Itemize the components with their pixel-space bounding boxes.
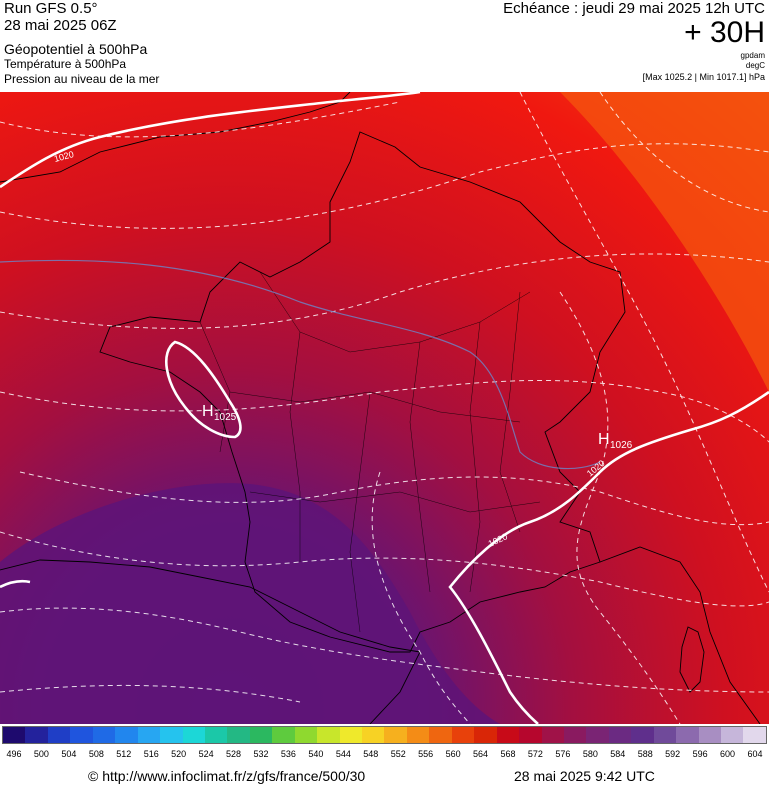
color-scale-swatch — [384, 727, 407, 743]
color-scale-label: 532 — [253, 749, 269, 759]
color-scale-swatch — [182, 727, 205, 743]
color-scale-label: 588 — [637, 749, 653, 759]
color-scale-label: 500 — [33, 749, 49, 759]
geopotential-purple-zone — [0, 483, 500, 724]
color-scale-label: 564 — [473, 749, 489, 759]
color-scale-swatch — [563, 727, 587, 743]
geopotential-orange-zone — [560, 92, 769, 392]
color-scale-swatch — [586, 727, 609, 743]
footer-url: © http://www.infoclimat.fr/z/gfs/france/… — [88, 768, 366, 784]
color-scale-swatch — [317, 727, 340, 743]
color-scale-label: 504 — [61, 749, 77, 759]
color-scale-label: 596 — [692, 749, 708, 759]
color-scale-swatch — [631, 727, 654, 743]
color-scale-swatch — [3, 727, 26, 743]
color-scale-label: 556 — [418, 749, 434, 759]
color-scale-label: 536 — [280, 749, 296, 759]
color-scale-label: 592 — [665, 749, 681, 759]
color-scale-swatch — [474, 727, 497, 743]
isotherms — [0, 92, 769, 724]
color-scale-swatch — [362, 727, 385, 743]
color-scale-label: 528 — [226, 749, 242, 759]
color-scale-swatch — [653, 727, 677, 743]
color-scale-swatch — [204, 727, 228, 743]
color-scale-swatch — [676, 727, 699, 743]
unit-degc: degC — [745, 61, 765, 70]
forecast-lead: + 30H — [684, 16, 765, 49]
color-scale-swatch — [160, 727, 183, 743]
color-scale-label: 496 — [6, 749, 22, 759]
color-scale-swatch — [70, 727, 93, 743]
color-scale-labels: 496 500 504 508 512 516 520 524 528 532 536 540 544 5… — [2, 749, 767, 763]
parameter-temperature: Température à 500hPa — [4, 57, 127, 71]
color-scale — [2, 726, 767, 744]
isobars — [0, 92, 769, 724]
color-scale-label: 584 — [610, 749, 626, 759]
color-scale-label: 512 — [116, 749, 132, 759]
color-scale-swatch — [519, 727, 542, 743]
color-scale-label: 508 — [88, 749, 104, 759]
run-date: 28 mai 2025 06Z — [4, 17, 117, 34]
corsica-outline — [679, 626, 705, 693]
high-pressure-value-east: 1026 — [610, 440, 633, 451]
color-scale-swatch — [92, 727, 116, 743]
color-scale-label: 548 — [363, 749, 379, 759]
color-scale-swatch — [698, 727, 721, 743]
color-scale-label: 520 — [171, 749, 187, 759]
color-scale-swatch — [227, 727, 250, 743]
high-pressure-letter-east: H — [598, 431, 610, 448]
color-scale-swatch — [608, 727, 632, 743]
iberia-coastline — [0, 559, 421, 724]
color-scale-label: 572 — [527, 749, 543, 759]
high-pressure-letter: H — [202, 403, 214, 420]
color-scale-swatch — [721, 727, 744, 743]
color-scale-swatch — [272, 727, 295, 743]
color-scale-swatch — [496, 727, 520, 743]
color-scale-swatch — [47, 727, 71, 743]
color-scale-swatch — [115, 727, 138, 743]
color-scale-label: 540 — [308, 749, 324, 759]
color-scale-label: 604 — [747, 749, 763, 759]
color-scale-swatch — [249, 727, 273, 743]
high-pressure-value: 1025 — [214, 412, 237, 423]
italy-coastline — [599, 546, 761, 724]
color-scale-label: 524 — [198, 749, 214, 759]
footer-timestamp: 28 mai 2025 9:42 UTC — [514, 768, 655, 784]
color-scale-label: 576 — [555, 749, 571, 759]
color-scale-label: 568 — [500, 749, 516, 759]
color-scale-swatch — [406, 727, 430, 743]
color-scale-swatch — [429, 727, 452, 743]
color-scale-swatch — [451, 727, 475, 743]
run-title: Run GFS 0.5° — [4, 0, 98, 17]
geopotential-contour — [0, 259, 601, 470]
color-scale-label: 544 — [335, 749, 351, 759]
uk-coastline — [0, 92, 351, 183]
color-scale-swatch — [339, 727, 362, 743]
color-scale-label: 600 — [720, 749, 736, 759]
pressure-max-min: [Max 1025.2 | Min 1017.1] hPa — [642, 72, 765, 82]
unit-gpdam: gpdam — [740, 51, 765, 60]
valid-time: Echéance : jeudi 29 mai 2025 12h UTC — [503, 0, 765, 17]
color-scale-label: 560 — [445, 749, 461, 759]
color-scale-swatch — [137, 727, 161, 743]
color-scale-label: 516 — [143, 749, 159, 759]
color-scale-swatch — [743, 727, 766, 743]
parameter-pressure: Pression au niveau de la mer — [4, 72, 160, 86]
color-scale-swatch — [25, 727, 48, 743]
region-borders — [199, 271, 541, 633]
forecast-map[interactable]: 1020 1020 1020 H 1025 H 1026 — [0, 92, 769, 724]
color-scale-label: 580 — [582, 749, 598, 759]
parameter-title: Géopotentiel à 500hPa — [4, 41, 148, 57]
color-scale-swatch — [541, 727, 564, 743]
color-scale-label: 552 — [390, 749, 406, 759]
color-scale-swatch — [294, 727, 318, 743]
